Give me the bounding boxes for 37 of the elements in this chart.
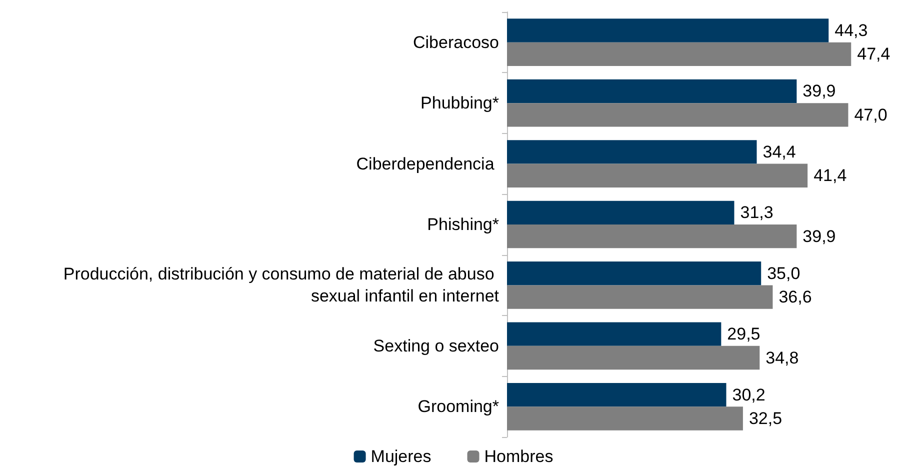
data-label: 34,8 [766,348,799,368]
y-tick-label: Ciberdependencia [356,154,499,174]
data-label: 32,5 [748,408,782,428]
y-tick-label: Producción, distribución y consumo de material de abuso sexual infantil en internet [63,264,500,306]
y-tick-label: Phishing* [427,215,500,234]
data-label: 31,3 [740,203,774,222]
legend-label: Mujeres [370,447,432,466]
legend-label: Hombres [484,447,554,466]
bar [507,322,722,346]
data-label: 44,3 [834,21,868,40]
y-tick-label: Phubbing* [420,94,500,113]
data-label: 30,2 [732,385,766,404]
data-label: 47,4 [857,44,890,64]
y-tick-label: Sexting o sexteo [373,336,499,356]
data-label: 39,9 [802,82,836,101]
bar [507,103,848,127]
data-label: 36,6 [778,288,812,307]
bar [507,224,797,248]
bar [507,79,797,104]
bar [507,262,762,286]
y-tick-label: Grooming* [418,397,500,416]
data-label: 47,0 [854,105,888,124]
bar [507,200,734,224]
bar [507,18,829,42]
data-label: 29,5 [727,324,760,344]
bar [507,164,808,188]
y-tick-label: Ciberacoso [413,32,499,52]
bar [507,406,743,430]
bar [507,140,757,164]
bar [507,285,773,309]
data-label: 34,4 [762,142,796,162]
data-label: 41,4 [814,166,847,186]
data-label: 39,9 [802,226,836,246]
data-label: 35,0 [767,264,800,283]
bar [507,382,726,407]
bar [507,42,852,66]
bar [507,346,760,370]
